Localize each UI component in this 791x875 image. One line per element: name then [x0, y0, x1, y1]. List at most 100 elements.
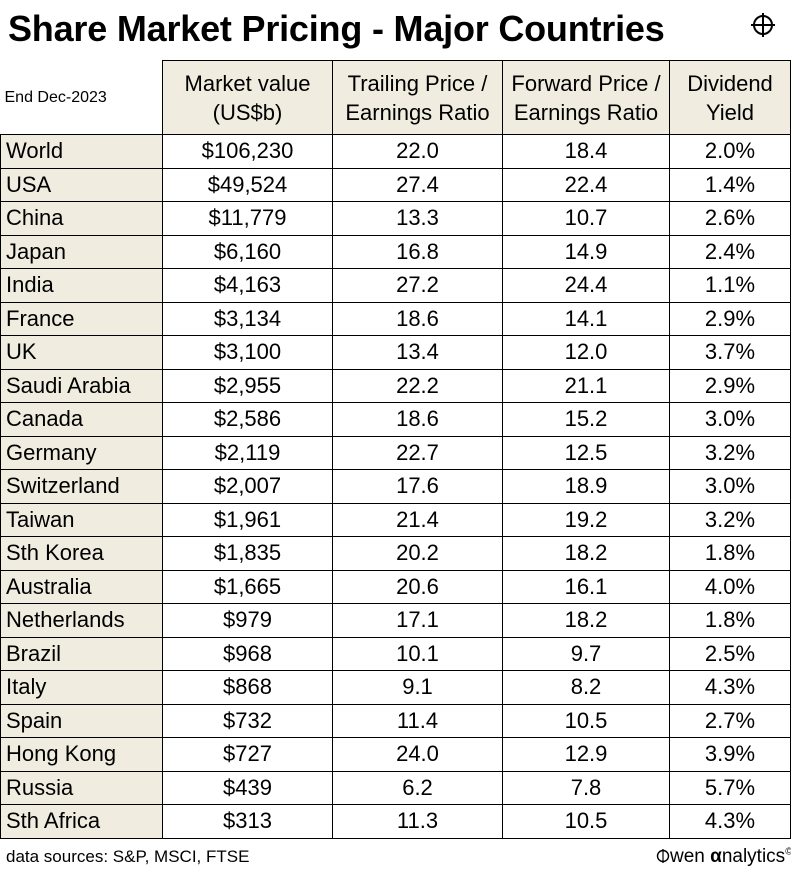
dividend-yield-cell: 2.5%: [669, 636, 791, 671]
forward-pe-cell: 19.2: [502, 502, 670, 537]
market-value-cell: $1,835: [162, 536, 333, 571]
trailing-pe-cell: 17.6: [332, 469, 503, 504]
country-cell: Spain: [0, 703, 163, 738]
forward-pe-cell: 15.2: [502, 402, 670, 437]
country-cell: Russia: [0, 770, 163, 805]
trailing-pe-cell: 13.3: [332, 201, 503, 236]
header-forward-pe: Forward Price / Earnings Ratio: [502, 60, 670, 135]
dividend-yield-cell: 2.9%: [669, 301, 791, 336]
table-row: USA $49,524 27.4 22.4 1.4%: [0, 167, 791, 202]
market-value-cell: $4,163: [162, 268, 333, 303]
table-row: Sth Africa $313 11.3 10.5 4.3%: [0, 804, 791, 839]
market-value-cell: $732: [162, 703, 333, 738]
forward-pe-cell: 10.5: [502, 703, 670, 738]
trailing-pe-cell: 18.6: [332, 301, 503, 336]
trailing-pe-cell: 24.0: [332, 737, 503, 772]
table-row: Canada $2,586 18.6 15.2 3.0%: [0, 402, 791, 437]
country-cell: Canada: [0, 402, 163, 437]
trailing-pe-cell: 17.1: [332, 603, 503, 638]
data-sources-note: data sources: S&P, MSCI, FTSE: [6, 847, 250, 866]
market-value-cell: $2,955: [162, 368, 333, 403]
table-row: China $11,779 13.3 10.7 2.6%: [0, 201, 791, 236]
dividend-yield-cell: 4.3%: [669, 804, 791, 839]
dividend-yield-cell: 2.4%: [669, 234, 791, 269]
forward-pe-cell: 22.4: [502, 167, 670, 202]
trailing-pe-cell: 10.1: [332, 636, 503, 671]
forward-pe-cell: 10.5: [502, 804, 670, 839]
country-cell: China: [0, 201, 163, 236]
table-row: Sth Korea $1,835 20.2 18.2 1.8%: [0, 536, 791, 571]
country-cell: Switzerland: [0, 469, 163, 504]
country-cell: Australia: [0, 569, 163, 604]
dividend-yield-cell: 1.8%: [669, 603, 791, 638]
dividend-yield-cell: 3.7%: [669, 335, 791, 370]
country-cell: Netherlands: [0, 603, 163, 638]
brand-suffix: nalytics: [721, 846, 786, 867]
dividend-yield-cell: 2.0%: [669, 134, 791, 169]
trailing-pe-cell: 27.4: [332, 167, 503, 202]
country-cell: Japan: [0, 234, 163, 269]
dividend-yield-cell: 2.6%: [669, 201, 791, 236]
brand-logo: wen αnalytics©: [656, 846, 791, 868]
table-row: France $3,134 18.6 14.1 2.9%: [0, 301, 791, 336]
header-line: Yield: [705, 99, 755, 125]
table-row: Netherlands $979 17.1 18.2 1.8%: [0, 603, 791, 638]
market-value-cell: $313: [162, 804, 333, 839]
country-cell: Germany: [0, 435, 163, 470]
header-dividend-yield: Dividend Yield: [669, 60, 791, 135]
brand-alpha: α: [710, 846, 722, 867]
as-of-label: End Dec-2023: [0, 60, 163, 135]
country-cell: France: [0, 301, 163, 336]
table-row: Japan $6,160 16.8 14.9 2.4%: [0, 234, 791, 269]
forward-pe-cell: 12.9: [502, 737, 670, 772]
dividend-yield-cell: 3.0%: [669, 402, 791, 437]
market-value-cell: $1,961: [162, 502, 333, 537]
country-cell: Sth Africa: [0, 804, 163, 839]
header-line: Forward Price /: [511, 70, 661, 96]
forward-pe-cell: 16.1: [502, 569, 670, 604]
market-value-cell: $2,007: [162, 469, 333, 504]
table-row: Italy $868 9.1 8.2 4.3%: [0, 670, 791, 705]
header-line: Earnings Ratio: [345, 99, 490, 125]
country-cell: USA: [0, 167, 163, 202]
trailing-pe-cell: 22.7: [332, 435, 503, 470]
dividend-yield-cell: 4.0%: [669, 569, 791, 604]
market-value-cell: $727: [162, 737, 333, 772]
table-row: World $106,230 22.0 18.4 2.0%: [0, 134, 791, 169]
forward-pe-cell: 21.1: [502, 368, 670, 403]
table-row: Australia $1,665 20.6 16.1 4.0%: [0, 569, 791, 604]
market-value-cell: $1,665: [162, 569, 333, 604]
country-cell: Hong Kong: [0, 737, 163, 772]
dividend-yield-cell: 2.7%: [669, 703, 791, 738]
header-line: (US$b): [212, 99, 283, 125]
forward-pe-cell: 7.8: [502, 770, 670, 805]
pricing-table: End Dec-2023 Market value (US$b) Trailin…: [0, 60, 791, 839]
market-value-cell: $3,134: [162, 301, 333, 336]
brand-prefix: wen: [670, 846, 711, 867]
market-value-cell: $868: [162, 670, 333, 705]
market-value-cell: $2,119: [162, 435, 333, 470]
country-cell: India: [0, 268, 163, 303]
crosshair-icon: [751, 13, 775, 37]
header-row: End Dec-2023 Market value (US$b) Trailin…: [0, 60, 791, 135]
dividend-yield-cell: 5.7%: [669, 770, 791, 805]
market-value-cell: $439: [162, 770, 333, 805]
market-value-cell: $49,524: [162, 167, 333, 202]
forward-pe-cell: 18.2: [502, 536, 670, 571]
table-row: India $4,163 27.2 24.4 1.1%: [0, 268, 791, 303]
forward-pe-cell: 24.4: [502, 268, 670, 303]
table-body: World $106,230 22.0 18.4 2.0% USA $49,524 27.4 2…: [0, 134, 791, 839]
market-value-cell: $106,230: [162, 134, 333, 169]
header-market-value: Market value (US$b): [162, 60, 333, 135]
forward-pe-cell: 9.7: [502, 636, 670, 671]
trailing-pe-cell: 27.2: [332, 268, 503, 303]
trailing-pe-cell: 18.6: [332, 402, 503, 437]
market-value-cell: $2,586: [162, 402, 333, 437]
table-row: Taiwan $1,961 21.4 19.2 3.2%: [0, 502, 791, 537]
dividend-yield-cell: 3.0%: [669, 469, 791, 504]
trailing-pe-cell: 6.2: [332, 770, 503, 805]
trailing-pe-cell: 21.4: [332, 502, 503, 537]
country-cell: Italy: [0, 670, 163, 705]
forward-pe-cell: 18.9: [502, 469, 670, 504]
market-value-cell: $979: [162, 603, 333, 638]
